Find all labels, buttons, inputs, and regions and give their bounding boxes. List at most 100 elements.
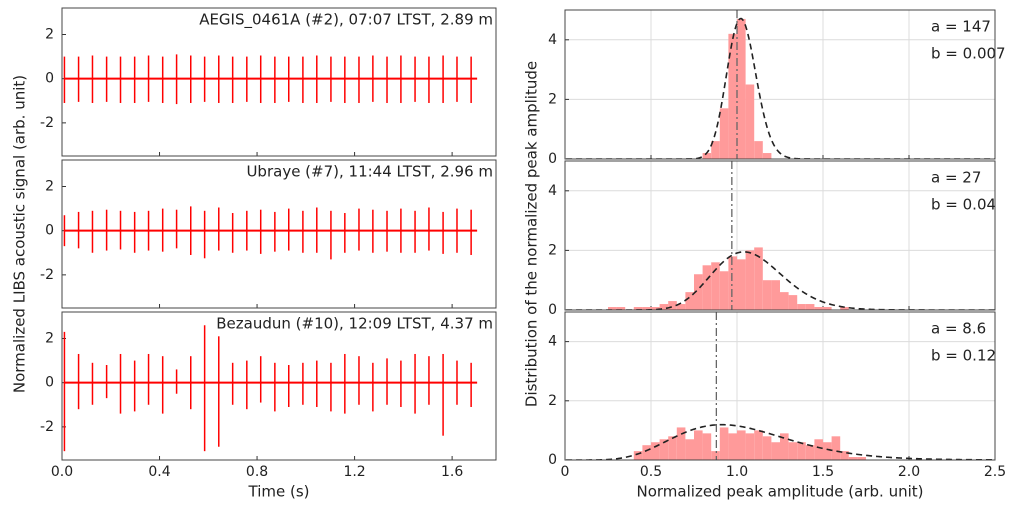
panel: 0.0 0.4 0.8 1.2 1.6 -2 0 2 Bezaudun (#10), 12:09… <box>40 311 497 501</box>
marks <box>63 54 478 105</box>
x-tick-label: 0.0 <box>51 464 73 480</box>
hist-bar <box>659 439 669 460</box>
y-tick-label: 4 <box>548 32 557 48</box>
plot-area <box>62 312 496 460</box>
y-tick-label: 2 <box>45 331 54 347</box>
hist-bar <box>642 307 651 310</box>
plot-area <box>565 10 995 159</box>
y-tick-label: -2 <box>40 115 54 131</box>
hist-bar <box>728 33 737 159</box>
y-tick-label: 4 <box>548 183 557 199</box>
hist-bar <box>797 442 806 460</box>
hist-bar <box>694 430 703 460</box>
y-tick-label: 2 <box>548 91 557 107</box>
annotation: a = 8.6 <box>931 320 986 338</box>
y-tick-label: 0 <box>45 375 54 391</box>
marks <box>566 312 995 460</box>
hist-bar <box>719 108 729 159</box>
hist-bar <box>608 307 617 310</box>
panel-title: Bezaudun (#10), 12:09 LTST, 4.37 m <box>216 315 493 333</box>
y-tick-label: 0 <box>548 151 557 167</box>
x-tick-label: 1.5 <box>812 464 834 480</box>
hist-bar <box>676 304 686 310</box>
hist-bar <box>737 430 746 460</box>
y-tick-label: 2 <box>548 242 557 258</box>
x-tick-label: 1.2 <box>343 464 365 480</box>
y-tick-label: 2 <box>548 393 557 409</box>
panel: -2 0 2 Ubraye (#7), 11:44 LTST, 2.96 m <box>40 159 497 309</box>
panel-title: Ubraye (#7), 11:44 LTST, 2.96 m <box>246 163 493 181</box>
y-tick-label: -2 <box>40 419 54 435</box>
hist-bar <box>788 442 798 460</box>
plot-area <box>62 8 496 156</box>
fit-curve <box>566 423 995 460</box>
frame <box>61 7 497 157</box>
x-tick-label: 1.6 <box>441 464 463 480</box>
hist-bar <box>857 457 866 460</box>
hist-bar <box>797 304 806 310</box>
y-axis-label: Normalized LIBS acoustic signal (arb. un… <box>11 75 29 393</box>
annotation: a = 147 <box>931 18 991 36</box>
hist-bar <box>823 442 832 460</box>
annotation: b = 0.007 <box>931 45 1006 63</box>
hist-bar <box>754 430 763 460</box>
hist-bar <box>659 304 669 310</box>
hist-bar <box>745 433 755 460</box>
y-tick-label: 4 <box>548 334 557 350</box>
x-tick-label: 1.0 <box>726 464 748 480</box>
x-tick-label: 0.5 <box>640 464 662 480</box>
hist-bar <box>823 307 832 310</box>
marks <box>566 10 995 159</box>
frame <box>564 311 996 461</box>
annotation: b = 0.12 <box>931 347 996 365</box>
y-tick-label: 2 <box>45 179 54 195</box>
hist-bar <box>694 274 703 310</box>
hist-bar <box>814 439 823 460</box>
hist-bar <box>762 153 772 159</box>
panel: 0 0.5 1.0 1.5 2.0 2.5 0 2 4 a = 8.6 b = 0.12 Normal… <box>548 311 1006 501</box>
hist-bar <box>711 141 720 159</box>
hist-bar <box>728 256 737 310</box>
marks <box>63 206 478 260</box>
hist-bar <box>711 451 720 460</box>
marks <box>566 161 995 310</box>
annotation: a = 27 <box>931 169 981 187</box>
hist-bar <box>737 18 746 159</box>
y-tick-label: -2 <box>40 267 54 283</box>
y-tick-label: 0 <box>45 71 54 87</box>
hist-bar <box>633 307 643 310</box>
hist-bar <box>762 436 772 460</box>
y-tick-label: 0 <box>548 302 557 318</box>
panel-title: AEGIS_0461A (#2), 07:07 LTST, 2.89 m <box>199 11 493 30</box>
x-tick-label: 2.0 <box>898 464 920 480</box>
hist-bar <box>702 433 712 460</box>
hist-bar <box>762 280 772 310</box>
hist-bar <box>702 153 712 159</box>
hist-bar <box>780 433 789 460</box>
hist-bar <box>668 301 677 310</box>
hist-bar <box>685 292 694 310</box>
panel: -2 0 2 AEGIS_0461A (#2), 07:07 LTST, 2.89 m… <box>11 7 497 393</box>
hist-bar <box>745 250 755 310</box>
frame <box>61 311 497 461</box>
hist-bar <box>831 436 841 460</box>
hist-bar <box>668 436 677 460</box>
frame <box>564 9 996 160</box>
hist-bar <box>633 451 643 460</box>
hist-bar <box>719 427 729 460</box>
fit-curve <box>566 17 995 159</box>
hist-bar <box>754 141 763 159</box>
hist-bar <box>840 307 849 310</box>
hist-bar <box>771 442 780 460</box>
marks <box>63 325 478 452</box>
y-tick-label: 0 <box>548 452 557 468</box>
hist-bar <box>702 265 712 310</box>
annotation: b = 0.04 <box>931 196 996 214</box>
x-tick-label: 0.8 <box>246 464 268 480</box>
hist-bar <box>840 451 849 460</box>
hist-bar <box>848 457 858 460</box>
hist-bar <box>814 307 823 310</box>
hist-bar <box>771 280 780 310</box>
hist-bar <box>788 295 798 310</box>
